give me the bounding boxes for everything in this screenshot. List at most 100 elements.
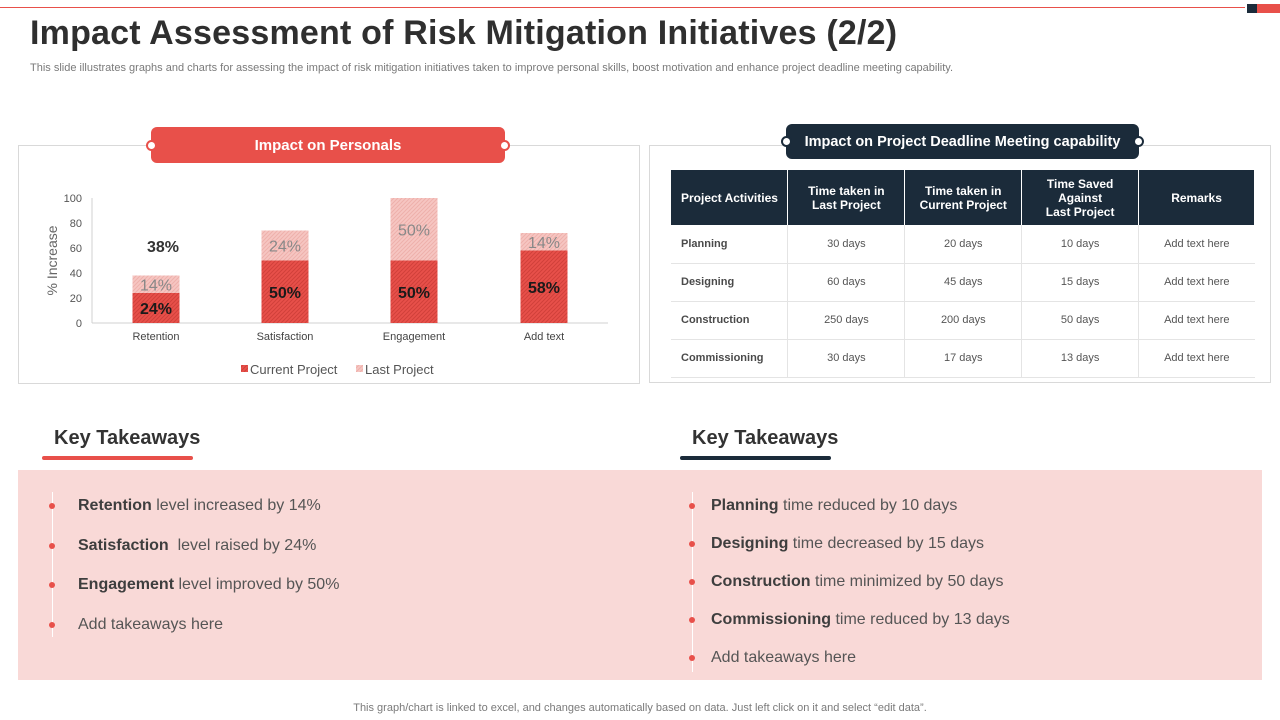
bullet-dot — [689, 503, 695, 509]
bullet-dot — [689, 617, 695, 623]
deadline-heading-pill: Impact on Project Deadline Meeting capab… — [781, 124, 1144, 159]
table-row: Construction 250 days 200 days 50 days A… — [671, 301, 1255, 340]
x-category-label: Engagement — [383, 331, 445, 343]
takeaway-left-item: Satisfaction level raised by 24% — [78, 537, 317, 554]
table-cell: 20 days — [904, 225, 1023, 264]
chart-annotation: 38% — [147, 239, 179, 256]
y-tick-label: 60 — [70, 243, 82, 255]
y-tick-label: 0 — [76, 318, 82, 330]
bullet-dot — [689, 579, 695, 585]
bullet-dot — [49, 503, 55, 509]
personals-heading: Impact on Personals — [254, 136, 402, 154]
key-takeaways-box — [18, 470, 1262, 680]
legend-label: Current Project — [250, 362, 338, 377]
pill-left-dot — [146, 139, 157, 151]
bar-current-project — [261, 260, 309, 323]
bar-current-project — [390, 260, 438, 323]
legend-label: Last Project — [365, 362, 434, 377]
header-time-last: Time taken in Last Project — [787, 170, 906, 225]
deadline-heading: Impact on Project Deadline Meeting capab… — [804, 133, 1121, 150]
bullet-dot — [689, 655, 695, 661]
pill-right-dot — [1133, 136, 1144, 147]
x-category-label: Add text — [524, 331, 564, 343]
bar-last-project — [520, 233, 568, 251]
key-takeaways-right-title: Key Takeaways — [692, 427, 839, 449]
takeaways-left-timeline — [52, 492, 53, 637]
corner-brand-mark — [1247, 4, 1280, 13]
table-cell: Add text here — [1138, 263, 1255, 302]
table-cell: 200 days — [904, 301, 1023, 340]
bullet-dot — [689, 541, 695, 547]
takeaway-right-item: Designing time decreased by 15 days — [711, 535, 985, 552]
bar-label-current: 50% — [398, 285, 430, 302]
page-subtitle: This slide illustrates graphs and charts… — [30, 62, 954, 74]
bar-label-last: 14% — [140, 277, 172, 294]
legend-swatch — [241, 365, 248, 372]
takeaway-right-item: Construction time minimized by 50 days — [711, 573, 1004, 590]
table-cell: 30 days — [787, 225, 906, 264]
x-category-label: Satisfaction — [257, 331, 314, 343]
table-cell: Planning — [671, 225, 789, 264]
header-time-current: Time taken in Current Project — [904, 170, 1023, 225]
table-cell: Designing — [671, 263, 789, 302]
bar-label-last: 14% — [528, 235, 560, 252]
y-tick-label: 80 — [70, 218, 82, 230]
bar-last-project — [132, 275, 180, 293]
table-cell: 10 days — [1021, 225, 1140, 264]
bullet-dot — [49, 622, 55, 628]
bar-label-current: 50% — [269, 285, 301, 302]
y-axis-label: % Increase — [44, 225, 60, 295]
bar-label-current: 24% — [140, 301, 172, 318]
table-cell: 45 days — [904, 263, 1023, 302]
bar-current-project — [132, 293, 180, 323]
table-cell: Add text here — [1138, 225, 1255, 264]
personals-heading-pill: Impact on Personals — [146, 127, 510, 163]
x-category-label: Retention — [132, 331, 179, 343]
table-row: Commissioning 30 days 17 days 13 days Ad… — [671, 339, 1255, 378]
key-takeaways-left-underline — [42, 456, 193, 460]
takeaway-left-item: Engagement level improved by 50% — [78, 576, 340, 593]
page-title: Impact Assessment of Risk Mitigation Ini… — [30, 14, 898, 52]
table-cell: 15 days — [1021, 263, 1140, 302]
y-tick-label: 20 — [70, 293, 82, 305]
takeaway-right-item: Planning time reduced by 10 days — [711, 497, 958, 514]
table-cell: Construction — [671, 301, 789, 340]
table-row: Designing 60 days 45 days 15 days Add te… — [671, 263, 1255, 302]
pill-left-dot — [781, 136, 792, 147]
header-project-activities: Project Activities — [671, 170, 789, 225]
top-accent-line — [0, 7, 1245, 8]
table-cell: Add text here — [1138, 301, 1255, 340]
legend-swatch — [356, 365, 363, 372]
takeaway-right-item: Commissioning time reduced by 13 days — [711, 611, 1010, 628]
y-tick-label: 100 — [64, 193, 82, 205]
pill-right-dot — [499, 139, 510, 151]
bar-current-project — [520, 250, 568, 323]
project-activities-table: Project Activities Time taken in Last Pro… — [671, 170, 1255, 378]
bar-last-project — [390, 198, 438, 261]
key-takeaways-right-underline — [680, 456, 831, 460]
takeaway-left-item: Add takeaways here — [78, 616, 223, 633]
table-cell: Commissioning — [671, 339, 789, 378]
header-time-saved: Time Saved Against Last Project — [1021, 170, 1140, 225]
table-cell: 13 days — [1021, 339, 1140, 378]
key-takeaways-left-title: Key Takeaways — [54, 427, 201, 449]
table-cell: 30 days — [787, 339, 906, 378]
takeaway-left-item: Retention level increased by 14% — [78, 497, 321, 514]
bullet-dot — [49, 582, 55, 588]
table-cell: Add text here — [1138, 339, 1255, 378]
bullet-dot — [49, 543, 55, 549]
table-header-row: Project Activities Time taken in Last Pro… — [671, 170, 1255, 225]
bar-last-project — [261, 230, 309, 261]
takeaway-right-item: Add takeaways here — [711, 649, 856, 666]
bar-label-current: 58% — [528, 280, 560, 297]
bar-label-last: 24% — [269, 239, 301, 256]
footer-note: This graph/chart is linked to excel, and… — [353, 702, 927, 714]
y-tick-label: 40 — [70, 268, 82, 280]
table-cell: 17 days — [904, 339, 1023, 378]
table-cell: 250 days — [787, 301, 906, 340]
table-cell: 60 days — [787, 263, 906, 302]
header-remarks: Remarks — [1138, 170, 1255, 225]
bar-label-last: 50% — [398, 222, 430, 239]
table-row: Planning 30 days 20 days 10 days Add tex… — [671, 225, 1255, 264]
